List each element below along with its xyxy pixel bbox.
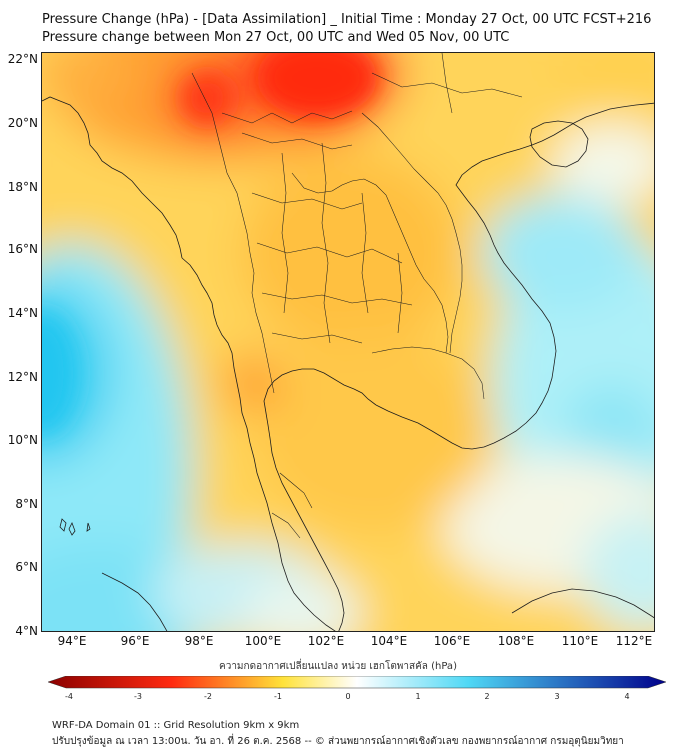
colorbar-tick: 2 (484, 692, 490, 701)
colorbar-tick: -4 (65, 692, 73, 701)
lon-label: 94°E (57, 634, 87, 648)
lat-label: 22°N (7, 52, 38, 66)
lon-label: 110°E (561, 634, 599, 648)
lat-label: 20°N (7, 116, 38, 130)
lon-label: 98°E (184, 634, 214, 648)
colorbar-tick: -2 (204, 692, 212, 701)
coastlines (42, 96, 654, 631)
lon-label: 104°E (370, 634, 408, 648)
colorbar-title: ความกดอากาศเปลี่ยนแปลง หน่วย เฮกโตพาสคัล… (219, 661, 457, 672)
colorbar-tick: 3 (554, 692, 560, 701)
lon-label: 102°E (307, 634, 345, 648)
lat-label: 16°N (7, 242, 38, 256)
lon-label: 100°E (244, 634, 282, 648)
lat-label: 8°N (15, 497, 38, 511)
pressure-change-map (41, 52, 655, 632)
lon-label: 106°E (433, 634, 471, 648)
map-subtitle: Pressure change between Mon 27 Oct, 00 U… (42, 30, 510, 45)
lon-label: 112°E (615, 634, 653, 648)
footer-model-info: WRF-DA Domain 01 :: Grid Resolution 9km … (52, 720, 300, 731)
lat-label: 12°N (7, 370, 38, 384)
pressure-field (42, 53, 654, 631)
colorbar-tick: 4 (624, 692, 630, 701)
colorbar-tick: 0 (345, 692, 351, 701)
colorbar (48, 676, 667, 689)
colorbar-tick: 1 (415, 692, 421, 701)
lat-label: 18°N (7, 180, 38, 194)
lon-label: 96°E (120, 634, 150, 648)
lat-label: 6°N (15, 560, 38, 574)
colorbar-tick: -1 (274, 692, 282, 701)
lat-label: 4°N (15, 624, 38, 638)
lon-label: 108°E (497, 634, 535, 648)
colorbar-tick: -3 (134, 692, 142, 701)
map-title: Pressure Change (hPa) - [Data Assimilati… (42, 12, 652, 27)
footer-credit: ปรับปรุงข้อมูล ณ เวลา 13:00น. วัน อา. ที… (52, 736, 624, 747)
lat-label: 10°N (7, 433, 38, 447)
admin-borders (191, 53, 523, 539)
lat-label: 14°N (7, 306, 38, 320)
